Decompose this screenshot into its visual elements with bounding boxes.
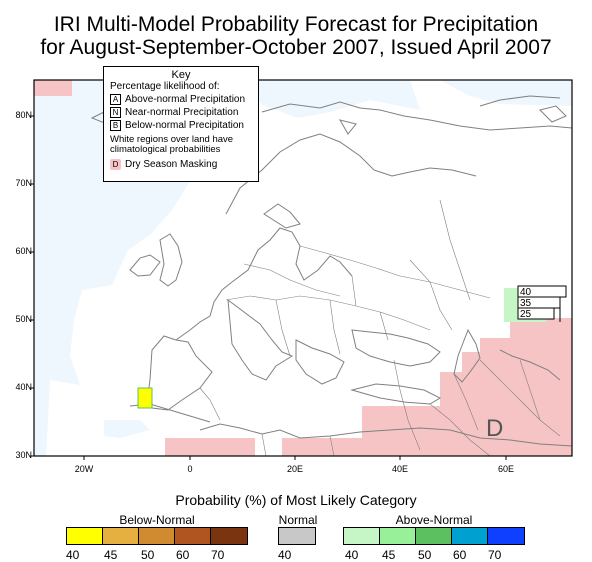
tick-below-50: 50 bbox=[141, 548, 155, 562]
swatch-below-70 bbox=[210, 527, 248, 545]
swatch-above-50 bbox=[415, 527, 452, 545]
tick-above-60: 60 bbox=[453, 548, 467, 562]
swatch-normal-40 bbox=[278, 527, 316, 545]
lat-label-80n: 80N bbox=[15, 110, 32, 120]
map-frame bbox=[33, 79, 573, 457]
tick-above-50: 50 bbox=[418, 548, 432, 562]
tick-below-40: 40 bbox=[66, 548, 80, 562]
lon-label-60e: 60E bbox=[497, 464, 515, 474]
swatch-below-50 bbox=[138, 527, 175, 545]
key-entry-near: N Near-normal Precipitation bbox=[110, 106, 258, 119]
tick-normal-40: 40 bbox=[278, 548, 292, 562]
lat-label-60n: 60N bbox=[15, 246, 32, 256]
lon-label-20w: 20W bbox=[74, 464, 94, 474]
inset-value-near: 35 bbox=[520, 298, 532, 309]
key-label-dry: Dry Season Masking bbox=[125, 158, 218, 170]
key-code-dry: D bbox=[110, 159, 121, 170]
axis-ticks bbox=[30, 115, 507, 460]
swatch-above-70 bbox=[487, 527, 525, 545]
lon-label-20e: 20E bbox=[286, 464, 304, 474]
iberia-forecast-cell bbox=[137, 387, 153, 409]
swatch-below-60 bbox=[174, 527, 211, 545]
tick-below-60: 60 bbox=[176, 548, 190, 562]
key-entry-below: B Below-normal Precipitation bbox=[110, 119, 258, 132]
lat-label-70n: 70N bbox=[15, 178, 32, 188]
legend-below-label: Below-Normal bbox=[119, 513, 195, 527]
swatch-below-40 bbox=[66, 527, 103, 545]
lat-label-50n: 50N bbox=[15, 314, 32, 324]
country-borders bbox=[199, 199, 561, 456]
lat-label-30n: 30N bbox=[15, 450, 32, 460]
key-code-near: N bbox=[110, 107, 121, 118]
key-subheading: Percentage likelihood of: bbox=[110, 81, 220, 92]
swatch-above-45 bbox=[379, 527, 416, 545]
tick-below-45: 45 bbox=[104, 548, 118, 562]
legend-normal-label: Normal bbox=[278, 513, 318, 527]
map-key: Key Percentage likelihood of: A Above-no… bbox=[103, 66, 259, 182]
key-white-note: White regions over land have climatologi… bbox=[110, 134, 234, 155]
legend-title: Probability (%) of Most Likely Category bbox=[175, 492, 417, 508]
chart-title-line2: for August-September-October 2007, Issue… bbox=[40, 36, 552, 59]
key-entry-above: A Above-normal Precipitation bbox=[110, 93, 258, 106]
chart-title-line1: IRI Multi-Model Probability Forecast for… bbox=[53, 13, 539, 36]
probability-inset: 40 35 25 bbox=[517, 285, 567, 322]
key-label-near: Near-normal Precipitation bbox=[125, 106, 239, 118]
lat-label-40n: 40N bbox=[15, 382, 32, 392]
lon-label-40e: 40E bbox=[391, 464, 409, 474]
inset-value-below: 25 bbox=[520, 309, 532, 320]
swatch-above-60 bbox=[451, 527, 488, 545]
key-entry-dry: D Dry Season Masking bbox=[110, 158, 258, 171]
legend-above-label: Above-Normal bbox=[395, 513, 473, 527]
dry-season-mask bbox=[34, 80, 572, 456]
key-code-below: B bbox=[110, 120, 121, 131]
key-label-below: Below-normal Precipitation bbox=[125, 119, 244, 131]
key-heading: Key bbox=[171, 69, 191, 81]
lon-label-0: 0 bbox=[187, 464, 193, 474]
dry-season-marker: D bbox=[486, 415, 503, 442]
key-label-above: Above-normal Precipitation bbox=[125, 93, 246, 105]
tick-above-70: 70 bbox=[488, 548, 502, 562]
tick-above-45: 45 bbox=[382, 548, 396, 562]
tick-below-70: 70 bbox=[211, 548, 225, 562]
swatch-below-45 bbox=[102, 527, 139, 545]
swatch-above-40 bbox=[343, 527, 380, 545]
inset-value-above: 40 bbox=[520, 287, 532, 298]
key-code-above: A bbox=[110, 94, 121, 105]
tick-above-40: 40 bbox=[345, 548, 359, 562]
